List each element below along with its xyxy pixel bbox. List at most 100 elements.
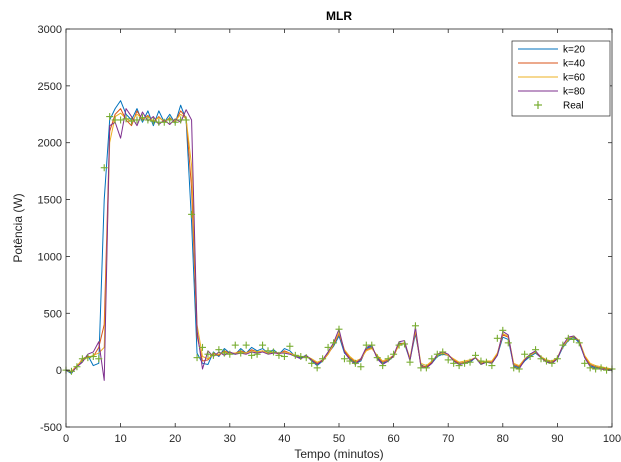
x-tick-label: 100 — [603, 433, 621, 445]
data-point-real — [368, 341, 376, 349]
data-point-real — [144, 116, 152, 124]
x-tick-label: 50 — [333, 433, 345, 445]
series-layer — [62, 100, 616, 381]
data-point-real — [521, 350, 529, 358]
data-point-real — [395, 341, 403, 349]
data-point-real — [319, 355, 327, 363]
y-tick-label: 500 — [44, 308, 62, 320]
data-point-real — [242, 341, 250, 349]
ticks-layer: 0 10 20 30 40 50 60 70 80 90 100-50005001000150020… — [38, 24, 621, 445]
data-point-real — [193, 354, 201, 362]
legend-label: k=40 — [563, 59, 585, 70]
data-point-real — [570, 335, 578, 343]
x-tick-label: 60 — [387, 433, 399, 445]
legend-item-k-20: k=20 — [518, 45, 585, 56]
data-point-real — [237, 349, 245, 357]
data-point-real — [269, 348, 277, 356]
data-point-real — [510, 364, 518, 372]
data-point-real — [455, 362, 463, 370]
data-point-real — [133, 116, 141, 124]
data-point-real — [122, 115, 130, 123]
legend-swatch — [534, 101, 542, 109]
data-point-real — [264, 347, 272, 355]
data-point-real — [346, 357, 354, 365]
data-point-real — [248, 351, 256, 359]
data-point-real — [493, 334, 501, 342]
x-tick-label: 20 — [169, 433, 181, 445]
data-point-real — [330, 339, 338, 347]
data-point-real — [106, 113, 114, 121]
data-point-real — [226, 350, 234, 358]
data-point-real — [73, 363, 81, 371]
data-point-real — [542, 357, 550, 365]
data-point-real — [171, 118, 179, 126]
data-point-real — [390, 350, 398, 358]
data-point-real — [100, 164, 108, 172]
legend-label: k=80 — [563, 87, 585, 98]
data-point-real — [117, 116, 125, 124]
x-axis-label: Tempo (minutos) — [294, 447, 383, 461]
data-point-real — [406, 358, 414, 366]
data-point-real — [564, 334, 572, 342]
data-point-real — [215, 346, 223, 354]
legend-label: k=20 — [563, 45, 585, 56]
data-point-real — [373, 354, 381, 362]
y-tick-label: 3000 — [38, 24, 62, 36]
data-point-real — [472, 351, 479, 359]
x-tick-label: 40 — [278, 433, 290, 445]
data-point-real — [149, 117, 157, 125]
data-point-real — [526, 352, 534, 360]
data-point-real — [128, 117, 136, 125]
data-point-real — [548, 359, 556, 367]
data-point-real — [401, 340, 409, 348]
data-point-real — [411, 322, 419, 330]
legend-item-k-40: k=40 — [518, 59, 585, 70]
x-tick-label: 0 — [63, 433, 69, 445]
legend-box — [511, 40, 611, 117]
legend-label: k=60 — [563, 73, 585, 84]
data-point-real — [324, 343, 332, 351]
data-point-real — [428, 355, 436, 363]
y-tick-label: -500 — [40, 422, 62, 434]
data-point-real — [439, 348, 447, 356]
data-point-real — [280, 352, 288, 360]
data-point-real — [297, 352, 305, 360]
data-point-real — [286, 342, 294, 350]
data-point-real — [499, 326, 507, 334]
data-point-real — [433, 350, 441, 358]
data-point-real — [575, 339, 583, 347]
y-tick-label: 1500 — [38, 195, 62, 207]
data-point-real — [95, 355, 103, 363]
data-point-real — [586, 364, 594, 372]
data-point-real — [313, 364, 321, 372]
data-point-real — [537, 355, 545, 363]
data-point-real — [188, 210, 196, 218]
data-point-real — [78, 355, 86, 363]
y-axis-label: Potência (W) — [11, 193, 25, 262]
data-point-real — [450, 359, 458, 367]
data-point-real — [592, 365, 600, 373]
data-point-real — [84, 354, 92, 362]
data-point-real — [384, 355, 392, 363]
data-point-real — [559, 341, 567, 349]
data-point-real — [379, 362, 387, 370]
data-point-real — [351, 359, 359, 367]
data-point-real — [204, 350, 212, 358]
x-tick-label: 30 — [224, 433, 236, 445]
data-point-real — [581, 359, 589, 367]
data-point-real — [357, 363, 365, 371]
y-tick-label: 2000 — [38, 138, 62, 150]
x-tick-label: 10 — [114, 433, 126, 445]
y-tick-label: 0 — [56, 365, 62, 377]
data-point-real — [67, 367, 75, 375]
data-point-real — [138, 114, 146, 122]
data-point-real — [259, 341, 267, 349]
data-point-real — [220, 349, 228, 357]
data-point-real — [466, 358, 474, 366]
data-point-real — [302, 354, 310, 362]
legend-label: Real — [563, 101, 584, 112]
data-point-real — [231, 341, 239, 349]
data-point-real — [166, 116, 174, 124]
x-tick-label: 90 — [551, 433, 563, 445]
